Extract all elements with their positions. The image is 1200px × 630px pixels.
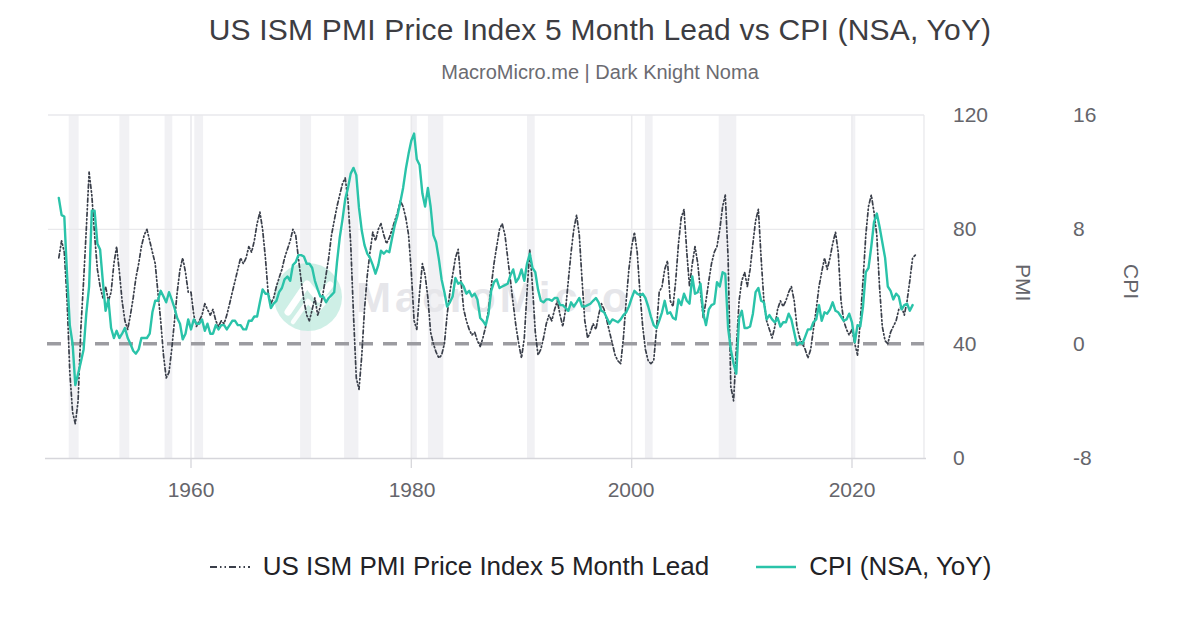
watermark-logo-circle	[274, 263, 342, 331]
legend-label-pmi: US ISM PMI Price Index 5 Month Lead	[263, 551, 710, 582]
x-tick-1980: 1980	[372, 477, 452, 503]
cpi-tick-neg8: -8	[1073, 445, 1143, 471]
cpi-series-line	[59, 134, 913, 386]
legend-item-cpi[interactable]: CPI (NSA, YoY)	[755, 551, 991, 582]
x-tick-2000: 2000	[591, 477, 671, 503]
pmi-tick-0: 0	[953, 445, 1023, 471]
recession-band	[645, 115, 653, 458]
x-tick-2020: 2020	[812, 477, 892, 503]
cpi-line-sample-icon	[755, 560, 797, 574]
chart-plot-area: MacroMicro	[0, 0, 1200, 630]
recession-band	[719, 115, 737, 458]
cpi-axis-title: CPI	[1119, 264, 1143, 299]
pmi-tick-80: 80	[953, 216, 1023, 242]
pmi-tick-40: 40	[953, 331, 1023, 357]
legend: US ISM PMI Price Index 5 Month Lead CPI …	[0, 551, 1200, 582]
pmi-axis-title: PMI	[1011, 264, 1035, 301]
recession-band	[165, 115, 173, 458]
chart-card: US ISM PMI Price Index 5 Month Lead vs C…	[0, 0, 1200, 630]
pmi-line-sample-icon	[209, 560, 251, 574]
cpi-tick-0: 0	[1073, 331, 1143, 357]
cpi-tick-8: 8	[1073, 216, 1143, 242]
legend-item-pmi[interactable]: US ISM PMI Price Index 5 Month Lead	[209, 551, 710, 582]
cpi-tick-16: 16	[1073, 102, 1143, 128]
legend-label-cpi: CPI (NSA, YoY)	[809, 551, 991, 582]
recession-band	[853, 115, 855, 458]
x-tick-1960: 1960	[151, 477, 231, 503]
pmi-tick-120: 120	[953, 102, 1023, 128]
recession-band	[194, 115, 203, 458]
